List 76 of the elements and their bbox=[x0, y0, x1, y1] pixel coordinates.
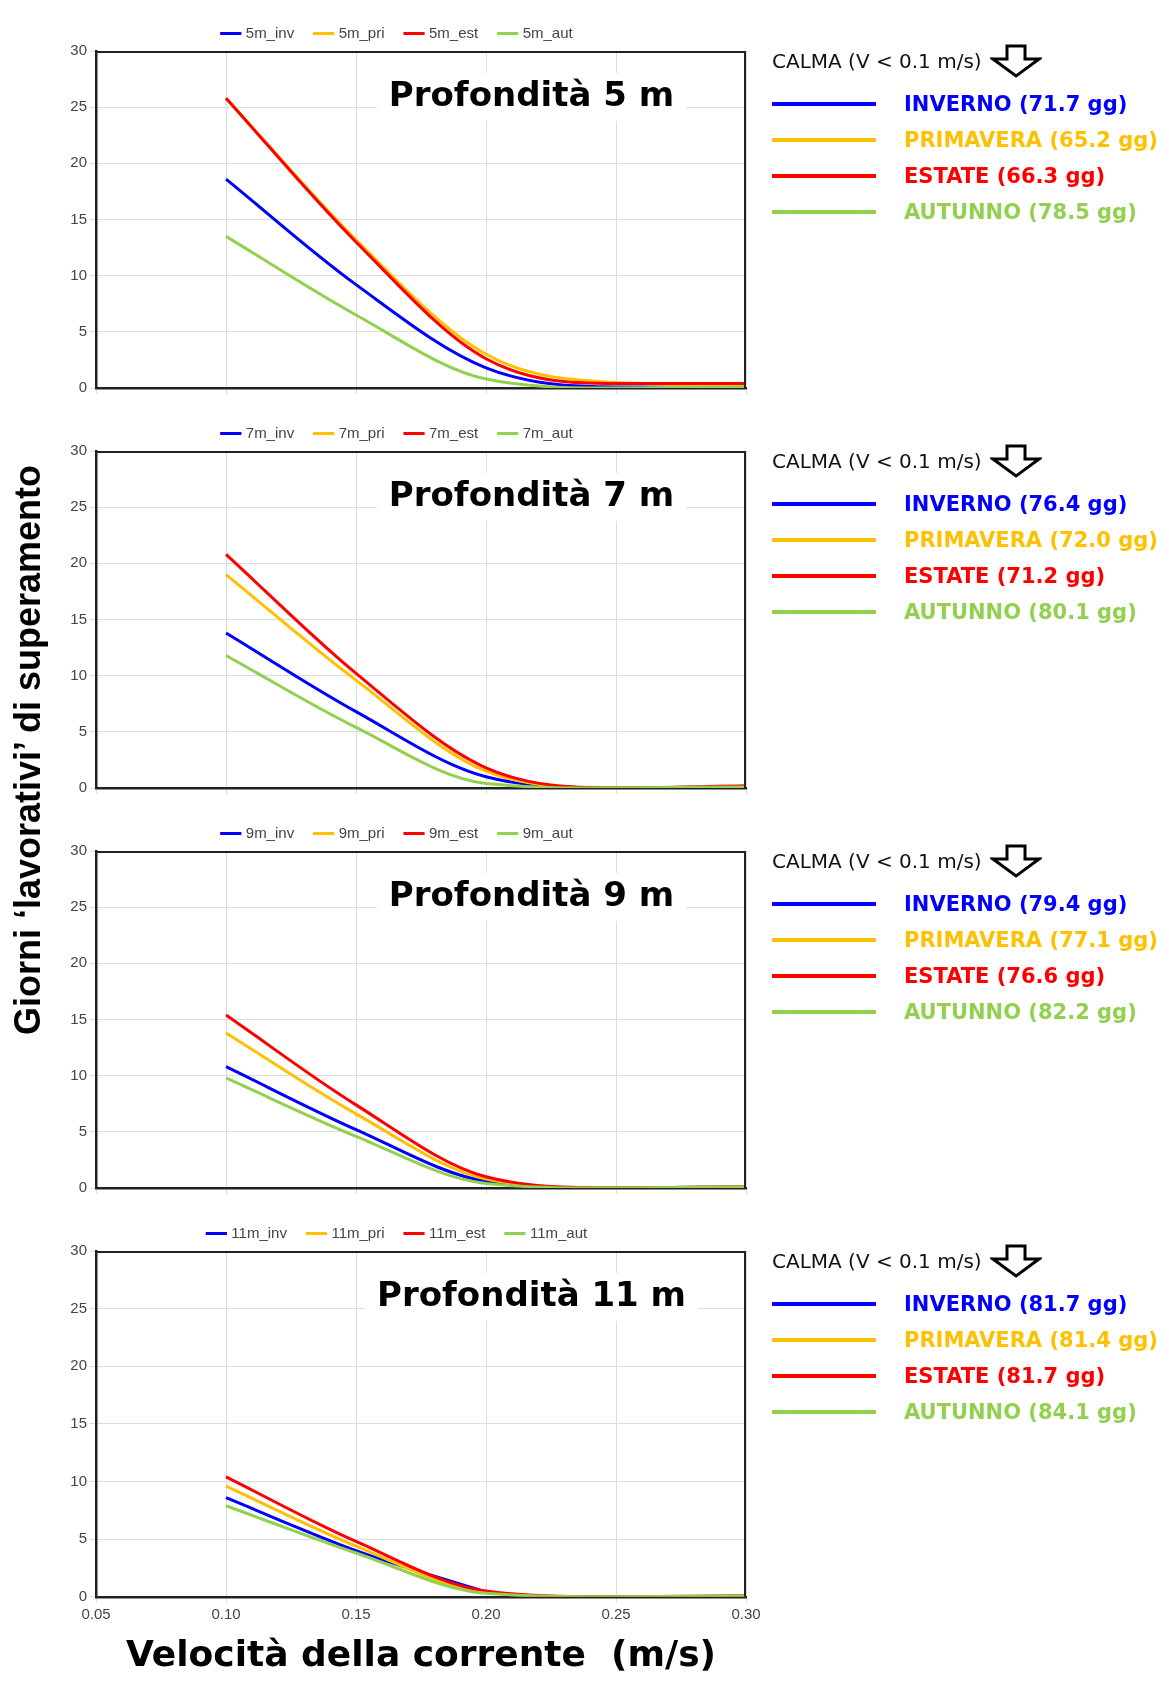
legend-label: 5m_est bbox=[428, 23, 480, 41]
text: INVERNO (76.4 gg) bbox=[904, 492, 1128, 516]
y-tick-label: 15 bbox=[70, 209, 87, 227]
legend-label: 5m_aut bbox=[522, 23, 574, 41]
y-tick-label: 25 bbox=[70, 97, 87, 115]
text: ESTATE (81.7 gg) bbox=[904, 1364, 1106, 1388]
y-tick-label: 25 bbox=[70, 1298, 87, 1316]
y-tick-label: 25 bbox=[70, 497, 87, 515]
y-tick-label: 25 bbox=[70, 897, 87, 915]
legend-label: 9m_pri bbox=[338, 823, 385, 841]
legend-label: 9m_inv bbox=[245, 823, 295, 841]
y-tick-label: 10 bbox=[70, 665, 87, 683]
legend-label: 7m_aut bbox=[522, 423, 574, 441]
legend-label: 11m_est bbox=[428, 1223, 487, 1241]
text: PRIMAVERA (81.4 gg) bbox=[904, 1328, 1158, 1352]
y-axis-title: Giorni ‘lavorativi’ di superamento bbox=[7, 464, 49, 1036]
text: PRIMAVERA (72.0 gg) bbox=[904, 528, 1158, 552]
text: AUTUNNO (80.1 gg) bbox=[904, 600, 1137, 624]
y-tick-label: 0 bbox=[78, 378, 87, 396]
legend-label: 7m_inv bbox=[245, 423, 295, 441]
text: AUTUNNO (82.2 gg) bbox=[904, 1000, 1137, 1024]
y-tick-label: 30 bbox=[70, 41, 87, 59]
x-tick-label: 0.05 bbox=[81, 1604, 111, 1622]
legend-label: 9m_est bbox=[428, 823, 480, 841]
y-tick-label: 20 bbox=[70, 953, 87, 971]
text: INVERNO (79.4 gg) bbox=[904, 892, 1128, 916]
text: CALMA (V < 0.1 m/s) bbox=[772, 49, 982, 73]
text: AUTUNNO (84.1 gg) bbox=[904, 1400, 1137, 1424]
x-axis-title: Velocità della corrente (m/s) bbox=[125, 1632, 717, 1674]
text: CALMA (V < 0.1 m/s) bbox=[772, 1249, 982, 1273]
x-tick-label: 0.20 bbox=[471, 1604, 501, 1622]
y-tick-label: 5 bbox=[78, 721, 87, 739]
text: PRIMAVERA (77.1 gg) bbox=[904, 928, 1158, 952]
y-tick-label: 30 bbox=[70, 1241, 87, 1259]
legend-label: 7m_pri bbox=[338, 423, 385, 441]
y-tick-label: 15 bbox=[70, 609, 87, 627]
legend-label: 11m_inv bbox=[231, 1223, 288, 1241]
text: ESTATE (71.2 gg) bbox=[904, 564, 1106, 588]
y-tick-label: 20 bbox=[70, 553, 87, 571]
legend-label: 7m_est bbox=[428, 423, 480, 441]
y-tick-label: 0 bbox=[78, 1586, 87, 1604]
text: ESTATE (76.6 gg) bbox=[904, 964, 1106, 988]
text: Profondità 5 m bbox=[388, 73, 675, 114]
y-tick-label: 5 bbox=[78, 321, 87, 339]
text: INVERNO (71.7 gg) bbox=[904, 92, 1128, 116]
y-tick-label: 10 bbox=[70, 265, 87, 283]
y-tick-label: 0 bbox=[78, 1178, 87, 1196]
legend-label: 11m_pri bbox=[331, 1223, 385, 1241]
x-tick-label: 0.25 bbox=[601, 1604, 631, 1622]
y-tick-label: 10 bbox=[70, 1065, 87, 1083]
text: INVERNO (81.7 gg) bbox=[904, 1292, 1128, 1316]
text: ESTATE (66.3 gg) bbox=[904, 164, 1106, 188]
text: Profondità 11 m bbox=[376, 1273, 687, 1314]
y-tick-label: 10 bbox=[70, 1471, 87, 1489]
legend-label: 11m_aut bbox=[529, 1223, 588, 1241]
text: Profondità 7 m bbox=[388, 473, 675, 514]
text: PRIMAVERA (65.2 gg) bbox=[904, 128, 1158, 152]
y-tick-label: 0 bbox=[78, 778, 87, 796]
y-tick-label: 5 bbox=[78, 1121, 87, 1139]
y-tick-label: 30 bbox=[70, 441, 87, 459]
legend-label: 9m_aut bbox=[522, 823, 574, 841]
y-tick-label: 30 bbox=[70, 841, 87, 859]
y-tick-label: 20 bbox=[70, 1356, 87, 1374]
x-tick-label: 0.30 bbox=[731, 1604, 761, 1622]
x-tick-label: 0.15 bbox=[341, 1604, 371, 1622]
x-tick-label: 0.10 bbox=[211, 1604, 241, 1622]
y-tick-label: 15 bbox=[70, 1414, 87, 1432]
legend-label: 5m_pri bbox=[338, 23, 385, 41]
y-tick-label: 20 bbox=[70, 153, 87, 171]
text: CALMA (V < 0.1 m/s) bbox=[772, 449, 982, 473]
y-tick-label: 15 bbox=[70, 1009, 87, 1027]
legend-label: 5m_inv bbox=[245, 23, 295, 41]
text: AUTUNNO (78.5 gg) bbox=[904, 200, 1137, 224]
y-tick-label: 5 bbox=[78, 1529, 87, 1547]
text: Profondità 9 m bbox=[388, 873, 675, 914]
text: CALMA (V < 0.1 m/s) bbox=[772, 849, 982, 873]
